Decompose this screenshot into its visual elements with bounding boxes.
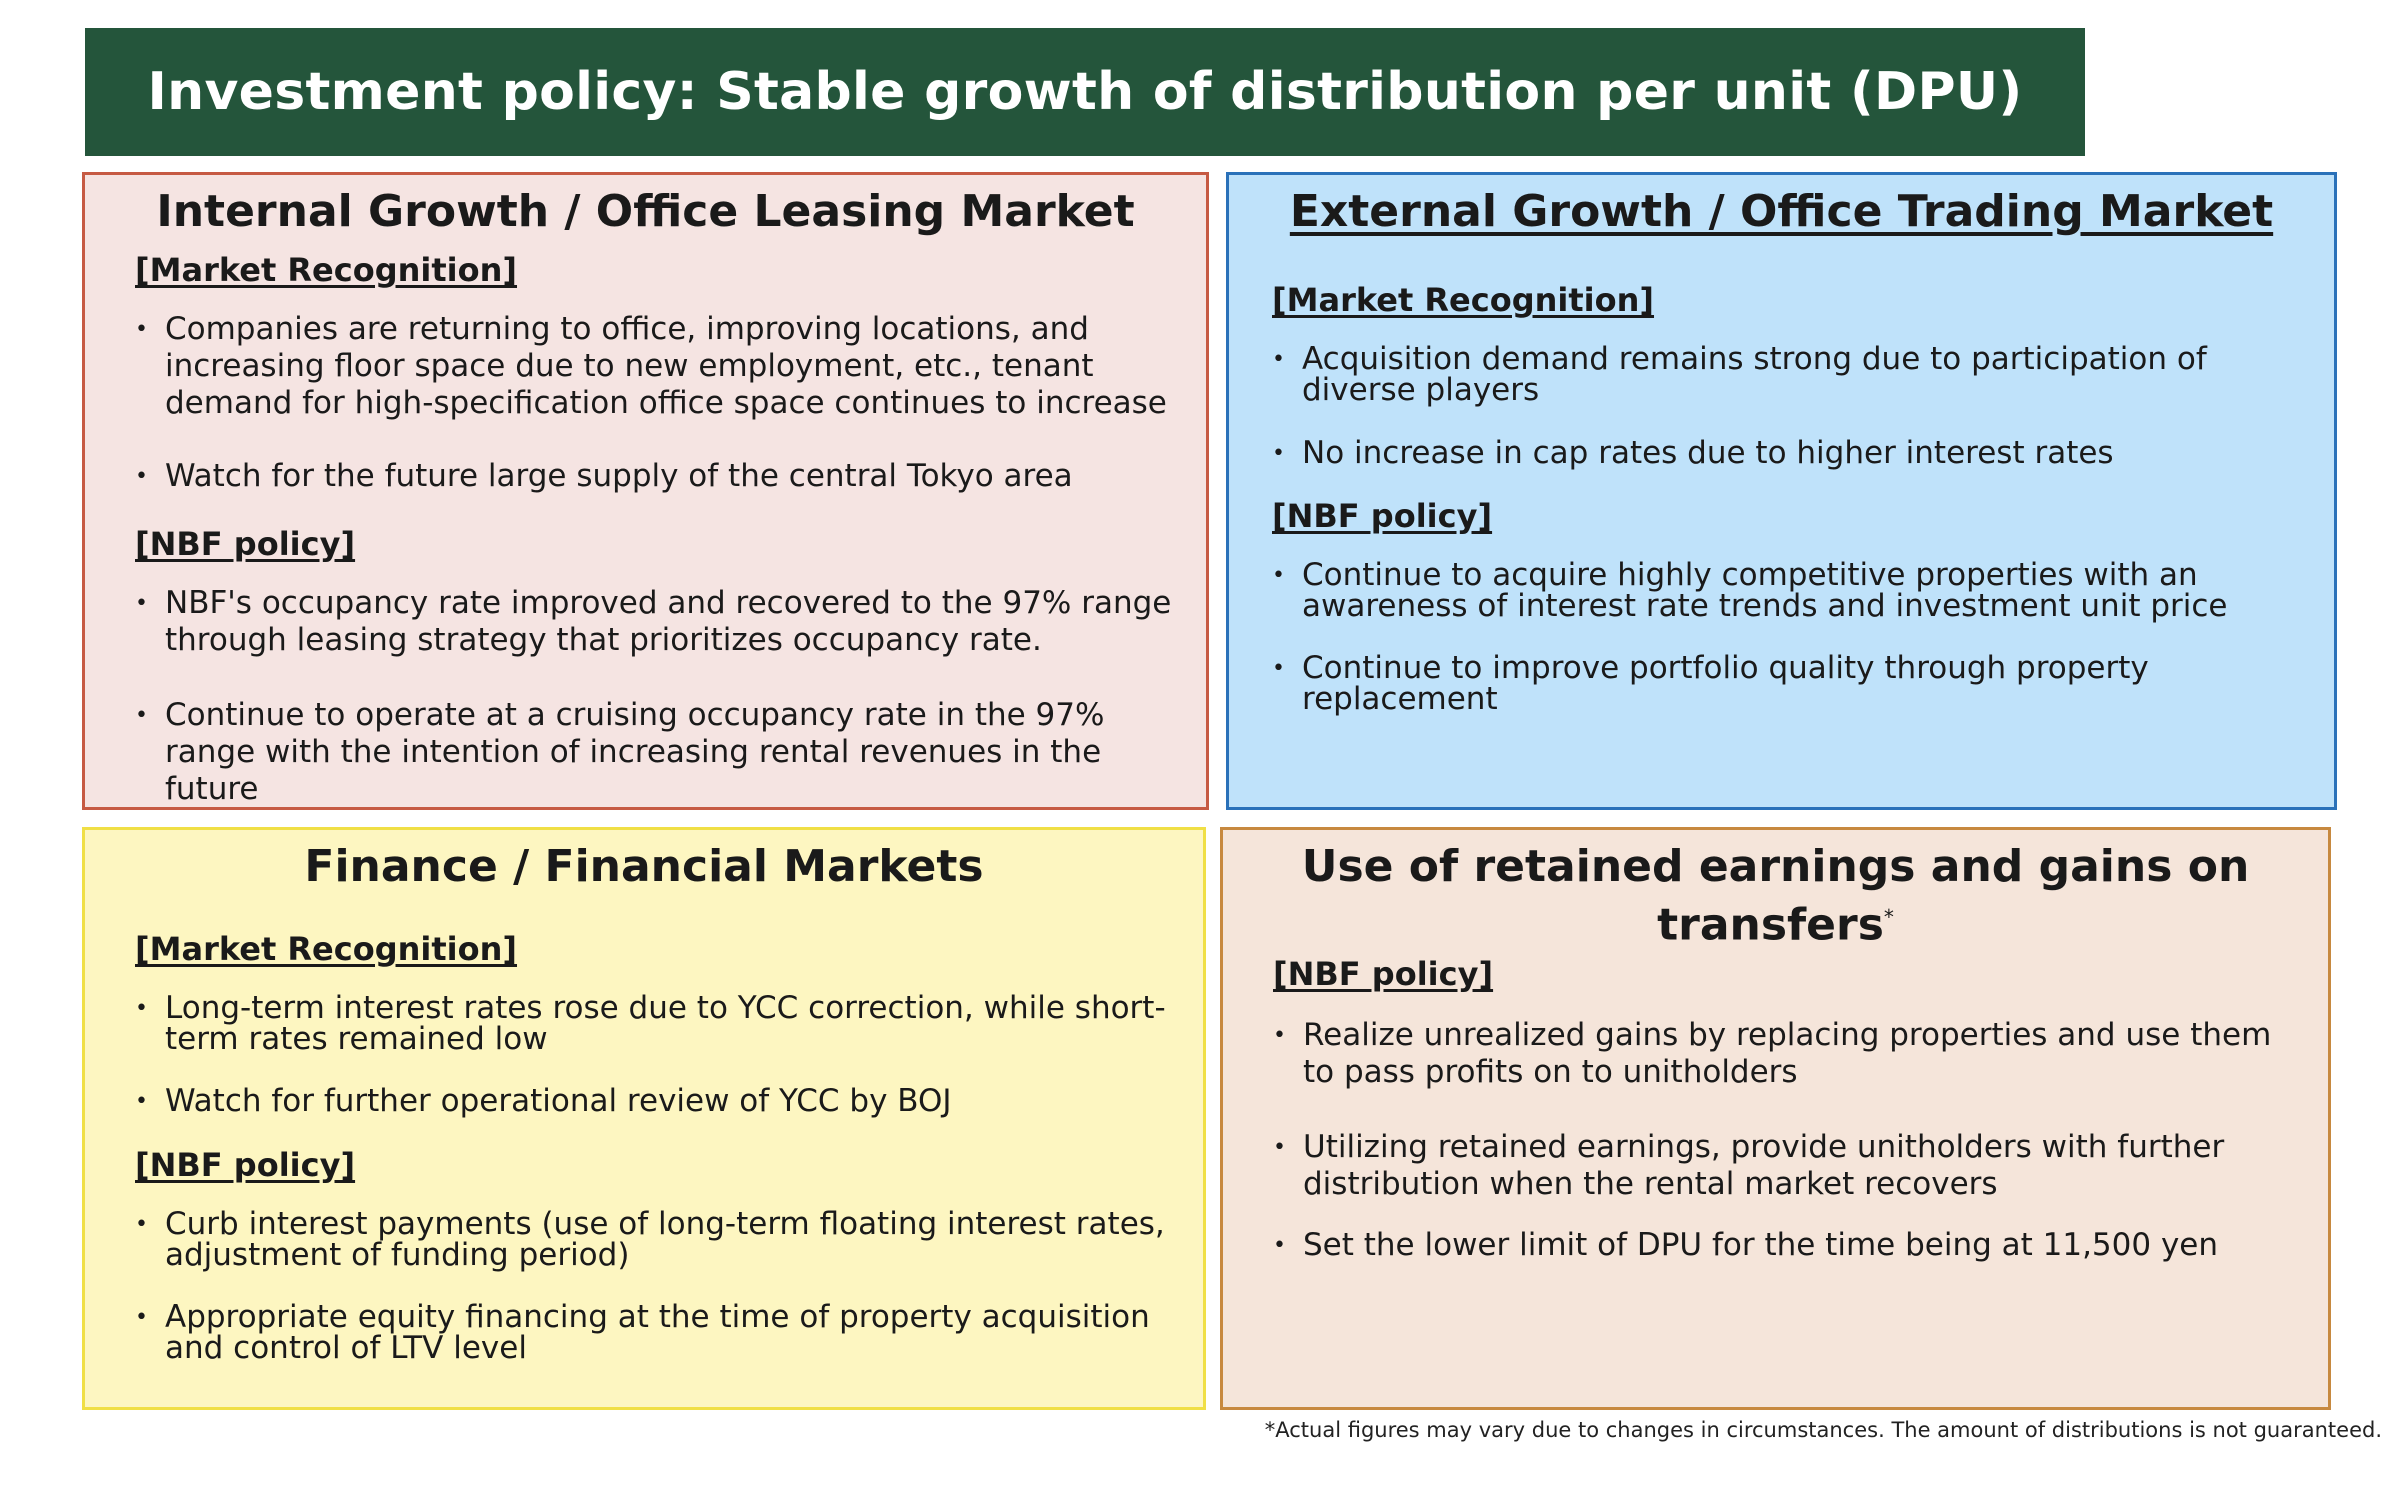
external-market-heading: [Market Recognition]: [1272, 281, 1655, 319]
list-item: • Continue to operate at a cruising occu…: [135, 697, 1105, 807]
bullet-icon: •: [135, 317, 148, 342]
retained-policy-heading: [NBF policy]: [1273, 955, 1494, 993]
page-title: Investment policy: Stable growth of dist…: [147, 62, 2023, 122]
bullet-icon: •: [135, 703, 148, 728]
external-growth-panel: External Growth / Office Trading Market …: [1226, 172, 2337, 810]
bullet-icon: •: [1272, 563, 1285, 588]
list-item: • Utilizing retained earnings, provide u…: [1273, 1129, 2225, 1202]
list-item: • Watch for the future large supply of t…: [135, 458, 1073, 494]
finance-title: Finance / Financial Markets: [304, 841, 984, 892]
list-item: • Set the lower limit of DPU for the tim…: [1273, 1227, 2219, 1263]
internal-market-heading: [Market Recognition]: [135, 251, 518, 289]
finance-panel: Finance / Financial Markets [Market Reco…: [82, 827, 1206, 1410]
bullet-icon: •: [135, 1305, 148, 1330]
list-item: • Acquisition demand remains strong due …: [1272, 341, 2207, 408]
internal-growth-title: Internal Growth / Office Leasing Market: [156, 186, 1135, 237]
retained-earnings-title: Use of retained earnings and gains on tr…: [1301, 841, 2250, 951]
external-policy-heading: [NBF policy]: [1272, 497, 1493, 535]
finance-market-heading: [Market Recognition]: [135, 930, 518, 968]
external-growth-title: External Growth / Office Trading Market: [1289, 186, 2274, 237]
internal-growth-panel: Internal Growth / Office Leasing Market …: [82, 172, 1209, 810]
bullet-icon: •: [1272, 656, 1285, 681]
retained-earnings-panel: Use of retained earnings and gains on tr…: [1220, 827, 2331, 1410]
bullet-icon: •: [1273, 1135, 1286, 1160]
page-title-banner: Investment policy: Stable growth of dist…: [85, 28, 2085, 156]
internal-policy-heading: [NBF policy]: [135, 525, 356, 563]
list-item: • Continue to improve portfolio quality …: [1272, 650, 2149, 717]
bullet-icon: •: [1272, 441, 1285, 466]
list-item: • Companies are returning to office, imp…: [135, 311, 1167, 421]
bullet-icon: •: [1273, 1023, 1286, 1048]
bullet-icon: •: [135, 1089, 148, 1114]
bullet-icon: •: [135, 464, 148, 489]
list-item: • Appropriate equity financing at the ti…: [135, 1299, 1150, 1366]
list-item: • Long-term interest rates rose due to Y…: [135, 990, 1166, 1057]
list-item: • Curb interest payments (use of long-te…: [135, 1206, 1165, 1273]
list-item: • NBF's occupancy rate improved and reco…: [135, 585, 1172, 658]
bullet-icon: •: [135, 591, 148, 616]
footnote: *Actual figures may vary due to changes …: [1264, 1418, 2382, 1442]
bullet-icon: •: [1272, 347, 1285, 372]
list-item: • Watch for further operational review o…: [135, 1083, 952, 1119]
list-item: • No increase in cap rates due to higher…: [1272, 435, 2114, 471]
footnote-mark: *: [1883, 905, 1894, 929]
list-item: • Continue to acquire highly competitive…: [1272, 557, 2228, 624]
bullet-icon: •: [135, 1212, 148, 1237]
bullet-icon: •: [135, 996, 148, 1021]
bullet-icon: •: [1273, 1233, 1286, 1258]
finance-policy-heading: [NBF policy]: [135, 1146, 356, 1184]
list-item: • Realize unrealized gains by replacing …: [1273, 1017, 2272, 1090]
